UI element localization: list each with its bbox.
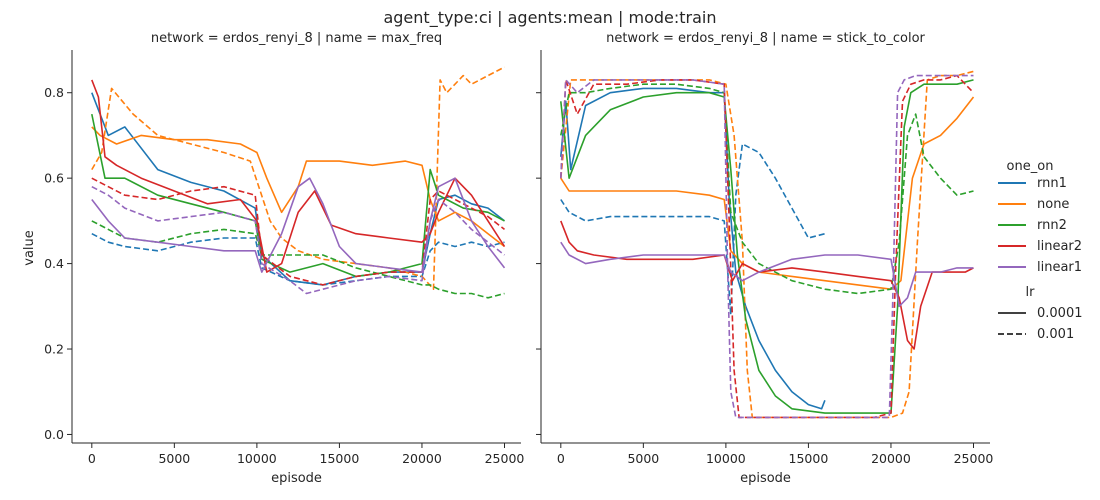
series-line-rnn1-lr-0-0001 [560,87,826,410]
x-tick-label: 5000 [158,451,190,466]
series-line-linear1-lr-0-001 [560,74,974,419]
y-tick-label: 0.2 [44,342,64,357]
series-line-none-lr-0-0001 [91,126,505,248]
y-tick-label: 0.4 [44,256,64,271]
x-tick-label: 0 [88,451,96,466]
x-tick-label: 10000 [706,451,746,466]
series-line-linear2-lr-0-001 [91,177,505,286]
series-line-rnn2-lr-0-001 [560,83,974,295]
x-tick-label: 15000 [789,451,829,466]
legend-style-title: lr [1026,285,1036,300]
x-axis-label: episode [271,471,322,486]
series-line-linear2-lr-0-001 [560,74,975,419]
series-lines [91,66,506,299]
y-tick-label: 0.0 [44,427,64,442]
series-line-linear1-lr-0-0001 [560,241,974,308]
series-line-linear1-lr-0-001 [91,185,505,295]
x-tick-label: 20000 [402,451,442,466]
legend-hue-title: one_on [1007,159,1054,174]
y-tick-label: 0.8 [44,85,64,100]
legend-label-lr-0-0001: 0.0001 [1037,306,1083,321]
series-line-rnn2-lr-0-001 [91,220,505,299]
x-tick-label: 0 [557,451,565,466]
axes: 0 5000 10000 15000 20000 25000 [536,50,993,466]
series-line-linear1-lr-0-0001 [91,177,506,273]
legend-entries: rnn1 none rnn2 linear2 linear1 0.0001 0.001 [998,176,1083,342]
x-tick-label: 5000 [627,451,659,466]
x-tick-label: 10000 [237,451,277,466]
legend-label-lr-0-001: 0.001 [1037,327,1074,342]
series-line-linear2-lr-0-0001 [91,79,506,273]
y-tick-label: 0.6 [44,171,64,186]
axes: 0 5000 10000 15000 20000 25000 0.0 0.2 0.4 0.6 0.8 [44,50,524,466]
series-line-rnn2-lr-0-0001 [91,113,505,278]
legend-label-linear1: linear1 [1037,260,1082,275]
series-line-rnn2-lr-0-0001 [560,79,974,414]
legend-label-none: none [1037,197,1069,212]
panel-title: network = erdos_renyi_8 | name = max_fre… [151,31,442,46]
x-tick-label: 25000 [954,451,994,466]
series-line-none-lr-0-001 [91,66,505,291]
series-line-none-lr-0-0001 [560,96,975,291]
legend-label-linear2: linear2 [1037,239,1082,254]
legend-label-rnn2: rnn2 [1037,218,1067,233]
x-tick-label: 20000 [871,451,911,466]
y-axis-label: value [22,230,37,266]
x-axis-label: episode [740,471,791,486]
x-tick-label: 15000 [320,451,360,466]
x-tick-label: 25000 [485,451,525,466]
legend: one_on rnn1 none rnn2 linear2 linear1 0.0001 0… [998,159,1083,342]
panel-max-freq: network = erdos_renyi_8 | name = max_fre… [22,31,524,486]
legend-label-rnn1: rnn1 [1037,176,1067,191]
figure-suptitle: agent_type:ci | agents:mean | mode:train [383,8,716,28]
panel-title: network = erdos_renyi_8 | name = stick_t… [606,31,925,46]
series-line-rnn1-lr-0-001 [560,143,826,316]
panel-stick-to-color: network = erdos_renyi_8 | name = stick_t… [536,31,993,486]
series-lines [560,70,975,419]
